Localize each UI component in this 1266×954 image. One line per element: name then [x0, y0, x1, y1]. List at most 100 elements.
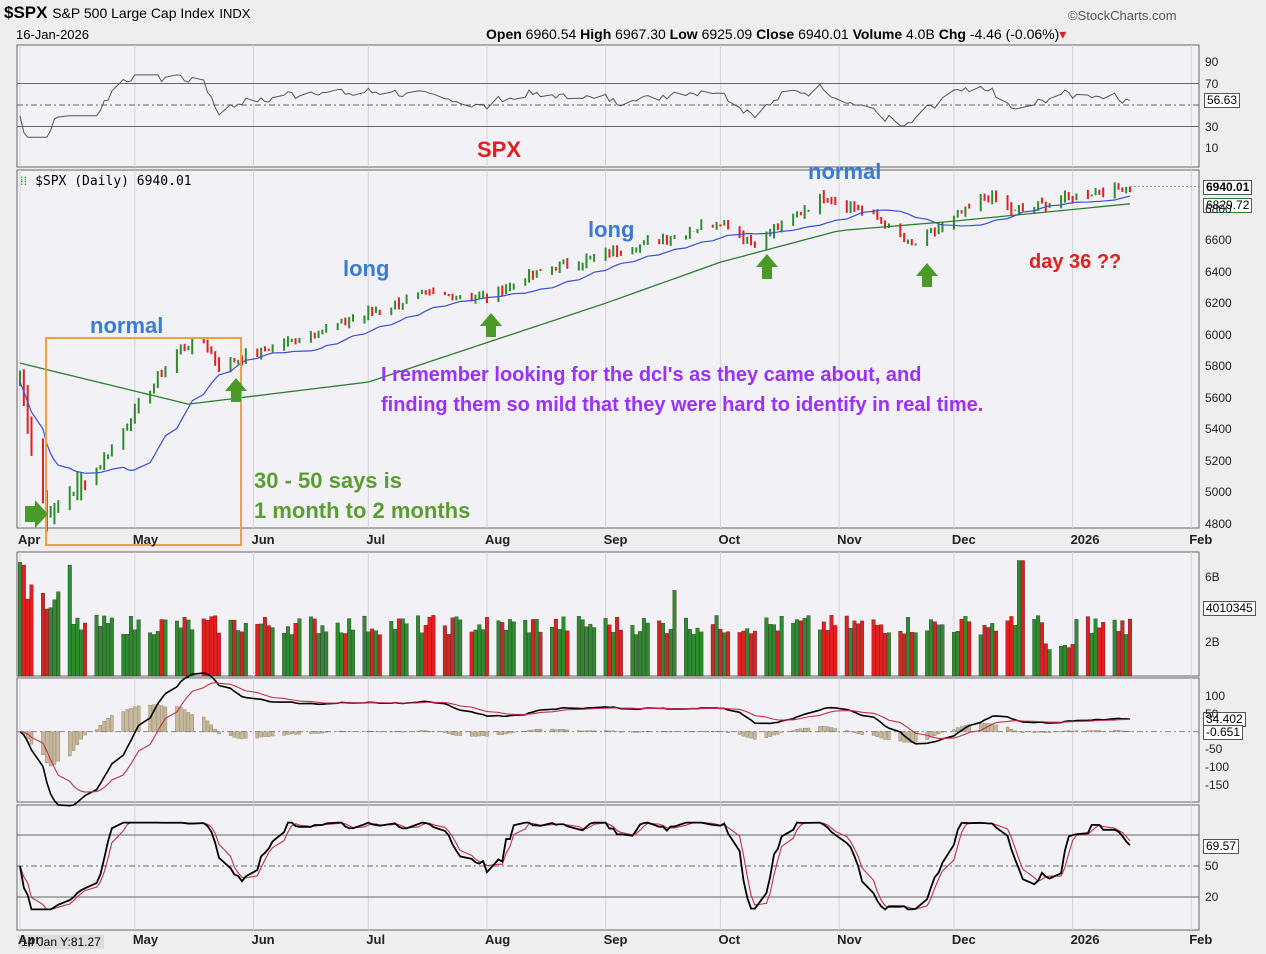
- month-label: Jul: [366, 932, 386, 947]
- volume-bar: [722, 632, 727, 677]
- volume-bar: [442, 625, 447, 677]
- volume-bar: [236, 630, 241, 677]
- axis-tick-label: -100: [1205, 760, 1230, 775]
- macd-histogram-bar: [592, 730, 596, 732]
- chart-date: 16-Jan-2026: [16, 27, 89, 42]
- macd-histogram-bar: [1021, 731, 1025, 733]
- volume-bar: [477, 624, 482, 677]
- macd-histogram-bar: [554, 729, 558, 732]
- macd-histogram-bar: [634, 731, 638, 733]
- macd-histogram-bar: [764, 731, 769, 738]
- macd-histogram-bar: [420, 730, 424, 732]
- volume-bar: [152, 634, 156, 677]
- volume-bar: [240, 631, 244, 677]
- volume-bar: [370, 628, 375, 677]
- volume-bar: [217, 632, 221, 677]
- volume-bar: [523, 620, 528, 677]
- volume-bar: [255, 623, 260, 677]
- macd-histogram-bar: [845, 730, 849, 732]
- volume-bar: [125, 634, 130, 677]
- volume-bar: [182, 617, 187, 677]
- macd-histogram-bar: [79, 731, 83, 740]
- volume-bar: [1112, 619, 1117, 677]
- macd-histogram-bar: [1040, 731, 1044, 733]
- volume-bar: [423, 625, 428, 677]
- volume-bar: [565, 630, 570, 677]
- macd-histogram-bar: [1090, 730, 1094, 732]
- volume-bar: [1093, 618, 1098, 677]
- axis-tick-label: 6000: [1205, 327, 1232, 342]
- macd-histogram-bar: [630, 731, 635, 733]
- macd-histogram-bar: [447, 731, 451, 734]
- volume-bar: [634, 634, 639, 677]
- low-label: Low: [669, 26, 698, 42]
- ohlc-readout: Open 6960.54 High 6967.30 Low 6925.09 Cl…: [486, 26, 1066, 43]
- volume-bar: [615, 616, 620, 677]
- volume-bar: [695, 627, 700, 677]
- volume-bar: [163, 619, 168, 677]
- axis-tick-label: 30: [1205, 119, 1219, 134]
- month-label: Apr: [18, 932, 41, 947]
- long-annotation-2: long: [588, 217, 635, 242]
- high-label: High: [580, 26, 612, 42]
- volume-bar: [496, 620, 501, 677]
- volume-bar: [990, 623, 995, 677]
- volume-bar: [852, 620, 857, 677]
- volume-bar: [557, 629, 562, 677]
- macd-histogram-bar: [577, 730, 581, 732]
- volume-bar: [469, 631, 474, 677]
- volume-bar: [282, 632, 287, 677]
- macd-histogram-bar: [125, 709, 129, 732]
- month-label: Nov: [837, 932, 862, 947]
- macd-histogram-bar: [879, 731, 883, 739]
- volume-bar: [641, 618, 646, 677]
- macd-histogram-bar: [259, 731, 263, 738]
- volume-bar: [940, 624, 945, 677]
- axis-tick-label: 100: [1205, 689, 1226, 703]
- volume-bar: [94, 614, 99, 677]
- volume-bar: [883, 633, 887, 677]
- axis-tick-label: 20: [1205, 890, 1219, 904]
- month-label: Sep: [603, 532, 628, 547]
- month-label: Dec: [951, 932, 976, 947]
- macd-histogram-bar: [267, 731, 271, 737]
- volume-bar: [473, 629, 478, 677]
- volume-bar: [1074, 619, 1079, 677]
- macd-histogram-bar: [209, 724, 214, 732]
- sma-short-line: [19, 195, 1131, 474]
- month-label: 2026: [1070, 532, 1100, 547]
- volume-bar: [71, 623, 76, 677]
- axis-tick-label: 10: [1205, 141, 1219, 155]
- volume-bar: [534, 619, 539, 677]
- volume-bar: [232, 619, 237, 677]
- close-tag: 6940.01: [1203, 180, 1253, 195]
- up-arrow-icon: [756, 254, 778, 279]
- macd-histogram-bar: [508, 731, 512, 734]
- price-legend-text: $SPX (Daily) 6940.01: [35, 174, 192, 189]
- volume-bar: [109, 617, 114, 677]
- volume-bar: [393, 629, 398, 677]
- macd-histogram-bar: [745, 731, 749, 738]
- volume-bar: [500, 622, 505, 677]
- axis-tick-label: 6400: [1205, 264, 1232, 279]
- volume-bar: [818, 629, 822, 677]
- volume-bar: [339, 632, 344, 677]
- volume-bar: [52, 599, 57, 677]
- volume-bar: [458, 619, 463, 677]
- macd-histogram-bar: [914, 731, 918, 743]
- volume-bar: [718, 628, 723, 677]
- volume-bar: [550, 627, 554, 677]
- macd-histogram-bar: [454, 731, 458, 736]
- macd-histogram-bar: [286, 731, 290, 735]
- axis-tick-label: 5800: [1205, 359, 1232, 374]
- axis-tick-label: 50: [1205, 859, 1219, 873]
- macd-histogram-bar: [94, 729, 99, 732]
- volume-bar: [186, 619, 191, 677]
- macd-histogram-bar: [584, 730, 589, 732]
- macd-histogram-bar: [1113, 730, 1117, 732]
- volume-bar: [205, 619, 210, 677]
- macd-histogram-bar: [217, 731, 221, 734]
- normal-annotation-2: normal: [808, 159, 882, 184]
- volume-bar: [79, 629, 84, 677]
- macd-histogram-bar: [213, 729, 217, 732]
